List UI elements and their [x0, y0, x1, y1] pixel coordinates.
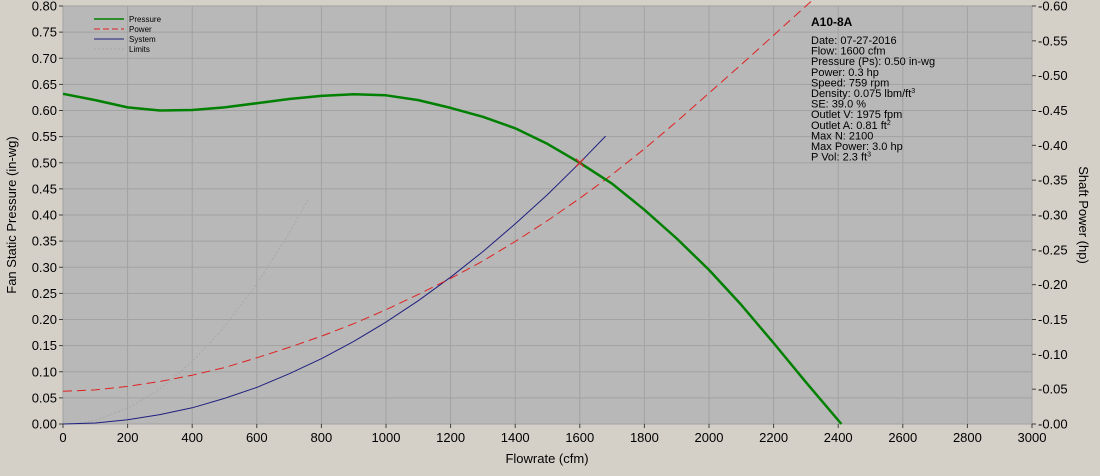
- y2-axis-title: Shaft Power (hp): [1076, 166, 1091, 264]
- info-panel-superscript: 3: [911, 88, 915, 95]
- x-tick-label: 2200: [759, 430, 788, 445]
- info-panel-line: Max N: 2100: [811, 130, 873, 142]
- series-layer: [62, 0, 843, 425]
- info-panel-line: Density: 0.075 lbm/ft3: [811, 88, 915, 100]
- info-panel-title: A10-8A: [811, 15, 853, 29]
- y-tick-label: 0.15: [32, 338, 57, 353]
- legend-label-pressure: Pressure: [129, 15, 162, 24]
- y2-tick-label: -0.35: [1038, 173, 1068, 188]
- y2-tick-label: -0.25: [1038, 242, 1068, 257]
- x-tick-label: 1200: [436, 430, 465, 445]
- x-tick-label: 400: [181, 430, 203, 445]
- y-tick-label: 0.30: [32, 260, 57, 275]
- x-axis-ticks: 0 200 400 600 800 1000 1200 1400 1600 1800 2000 220…: [59, 424, 1046, 445]
- y-tick-label: 0.45: [32, 181, 57, 196]
- y-tick-label: 0.05: [32, 390, 57, 405]
- x-tick-label: 1400: [501, 430, 530, 445]
- series-line-pressure: [62, 92, 843, 425]
- y-tick-label: 0.65: [32, 77, 57, 92]
- y-tick-label: 0.55: [32, 129, 57, 144]
- info-panel-line: Max Power: 3.0 hp: [811, 141, 903, 153]
- y-tick-label: 0.25: [32, 286, 57, 301]
- y2-axis-ticks: -0.00 -0.05 -0.10 -0.15 -0.20 -0.25 -0.30 -0.35…: [1032, 0, 1068, 432]
- grid: [62, 5, 1033, 425]
- legend-label-system: System: [129, 35, 156, 44]
- x-tick-label: 1600: [565, 430, 594, 445]
- x-tick-label: 600: [246, 430, 268, 445]
- y2-tick-label: -0.15: [1038, 312, 1068, 327]
- y2-tick-label: -0.10: [1038, 347, 1068, 362]
- x-tick-label: 2800: [953, 430, 982, 445]
- y2-tick-label: -0.60: [1038, 0, 1068, 14]
- y-tick-label: 0.35: [32, 234, 57, 249]
- y-tick-label: 0.00: [32, 417, 57, 432]
- x-tick-label: 800: [311, 430, 333, 445]
- info-panel-line: P Vol: 2.3 ft3: [811, 152, 871, 164]
- y-tick-label: 0.50: [32, 155, 57, 170]
- y2-tick-label: -0.55: [1038, 33, 1068, 48]
- info-panel-line: Speed: 759 rpm: [811, 77, 889, 89]
- x-tick-label: 3000: [1018, 430, 1047, 445]
- y-tick-label: 0.10: [32, 364, 57, 379]
- info-panel-line: Outlet A: 0.81 ft2: [811, 120, 891, 132]
- series-line-system: [62, 135, 606, 425]
- y-axis-title: Fan Static Pressure (in-wg): [4, 136, 19, 294]
- y2-tick-label: -0.50: [1038, 68, 1068, 83]
- y2-tick-label: -0.20: [1038, 277, 1068, 292]
- x-tick-label: 0: [59, 430, 66, 445]
- y2-tick-label: -0.45: [1038, 103, 1068, 118]
- info-panel-line: Pressure (Ps): 0.50 in-wg: [811, 56, 935, 68]
- info-panel-superscript: 3: [867, 152, 871, 159]
- y2-tick-label: -0.40: [1038, 138, 1068, 153]
- legend-label-limits: Limits: [129, 45, 150, 54]
- info-panel-superscript: 2: [887, 120, 891, 127]
- legend-label-power: Power: [129, 25, 152, 34]
- x-axis-title: Flowrate (cfm): [505, 451, 588, 466]
- x-tick-label: 2400: [824, 430, 853, 445]
- x-tick-label: 2600: [888, 430, 917, 445]
- x-tick-label: 1800: [630, 430, 659, 445]
- y-axis-ticks: 0.00 0.05 0.10 0.15 0.20 0.25 0.30 0.35 0.40 0.45…: [32, 0, 63, 432]
- info-panel-line: Flow: 1600 cfm: [811, 46, 886, 58]
- x-tick-label: 2000: [695, 430, 724, 445]
- info-panel-line: SE: 39.0 %: [811, 99, 866, 111]
- info-panel-line: Outlet V: 1975 fpm: [811, 109, 902, 121]
- y-tick-label: 0.40: [32, 208, 57, 223]
- y-tick-label: 0.75: [32, 25, 57, 40]
- x-tick-label: 200: [117, 430, 139, 445]
- operating-point-marker: [575, 158, 585, 168]
- y-tick-label: 0.20: [32, 312, 57, 327]
- info-panel-line: Power: 0.3 hp: [811, 67, 879, 79]
- y-tick-label: 0.70: [32, 51, 57, 66]
- x-tick-label: 1000: [372, 430, 401, 445]
- series-line-power: [62, 0, 814, 392]
- y2-tick-label: -0.30: [1038, 208, 1068, 223]
- y2-tick-label: -0.00: [1038, 417, 1068, 432]
- y2-tick-label: -0.05: [1038, 382, 1068, 397]
- info-panel-line: Date: 07-27-2016: [811, 35, 897, 47]
- y-tick-label: 0.80: [32, 0, 57, 14]
- y-tick-label: 0.60: [32, 103, 57, 118]
